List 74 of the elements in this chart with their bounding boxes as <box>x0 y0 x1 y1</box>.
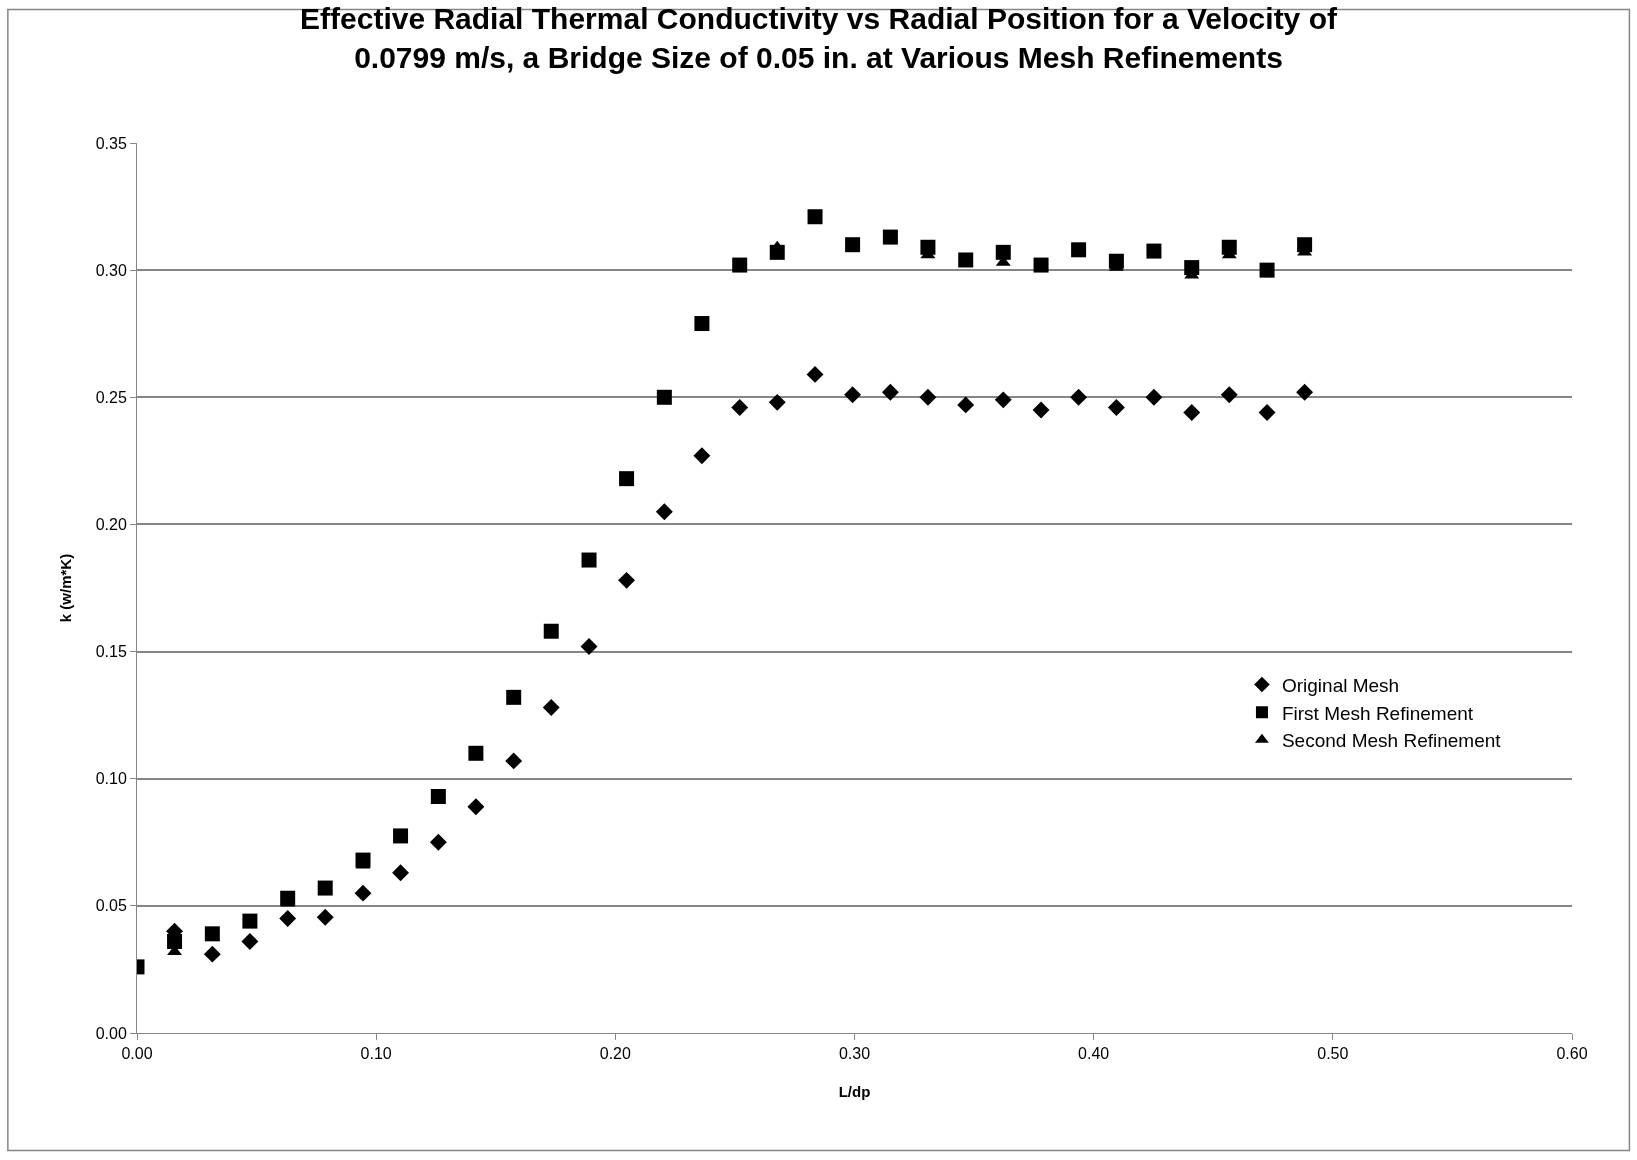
y-axis-title: k (w/m*K) <box>56 553 74 623</box>
legend-label: Second Mesh Refinement <box>1281 730 1502 752</box>
point <box>241 933 259 950</box>
y-tick-label: 0.05 <box>95 897 127 915</box>
x-tick-label: 0.00 <box>121 1045 153 1063</box>
point <box>317 880 333 896</box>
point <box>505 752 523 770</box>
point <box>393 828 409 844</box>
point <box>354 884 372 902</box>
y-tick-label: 0.35 <box>95 134 127 152</box>
point <box>656 389 672 405</box>
point <box>1220 386 1238 404</box>
x-tick-label: 0.60 <box>1556 1045 1588 1063</box>
chart-title: Effective Radial Thermal Conductivity vs Radial Position for a Velocity of 0.0799 m/s, a Bridge Size of 0.05 in. at Various Mesh Refinements <box>300 2 1338 74</box>
point <box>203 945 221 963</box>
x-tick-label: 0.10 <box>360 1045 392 1063</box>
x-tick-label: 0.40 <box>1078 1045 1110 1063</box>
point <box>693 447 711 465</box>
y-tick-label: 0.20 <box>95 516 127 534</box>
point <box>1032 401 1050 419</box>
point <box>506 689 522 705</box>
point <box>543 623 559 639</box>
point <box>845 237 861 253</box>
point <box>1146 243 1162 259</box>
y-tick-label: 0.15 <box>95 643 127 661</box>
x-tick-label: 0.20 <box>599 1045 631 1063</box>
point <box>919 388 937 406</box>
point <box>844 386 862 404</box>
point <box>1183 404 1201 421</box>
point <box>618 571 636 589</box>
point <box>1071 242 1087 258</box>
y-tick-label: 0.25 <box>95 388 127 406</box>
point <box>581 552 597 568</box>
point <box>1070 388 1088 406</box>
point <box>881 383 899 401</box>
point <box>882 229 898 245</box>
point <box>429 833 447 851</box>
point <box>1033 257 1049 273</box>
point <box>958 252 974 268</box>
point <box>731 399 749 416</box>
point <box>1145 388 1163 406</box>
x-tick-label: 0.30 <box>838 1045 871 1063</box>
point <box>204 926 220 942</box>
x-axis-title: L/dp <box>838 1083 871 1101</box>
point <box>619 471 635 487</box>
point <box>580 638 598 655</box>
point <box>467 798 485 816</box>
point <box>994 391 1012 409</box>
point <box>768 393 786 411</box>
point <box>316 908 334 926</box>
x-tick-label: 0.50 <box>1317 1045 1349 1063</box>
point <box>807 209 823 225</box>
point <box>732 257 748 273</box>
point <box>694 316 710 332</box>
y-tick-label: 0.00 <box>95 1024 127 1042</box>
legend-label: First Mesh Refinement <box>1281 702 1474 724</box>
point <box>167 933 183 949</box>
legend-label: Original Mesh <box>1281 674 1400 696</box>
point <box>1259 262 1275 278</box>
point <box>279 910 297 928</box>
point <box>430 789 446 805</box>
point <box>1258 404 1276 421</box>
point <box>995 244 1011 260</box>
point <box>655 503 673 521</box>
y-tick-label: 0.30 <box>95 261 127 279</box>
point <box>392 864 410 882</box>
point <box>468 745 484 761</box>
point <box>957 396 975 414</box>
point <box>542 699 560 716</box>
y-tick-label: 0.10 <box>95 770 127 788</box>
point <box>242 913 258 929</box>
point <box>1296 383 1314 401</box>
point <box>1107 399 1125 416</box>
point <box>806 365 824 383</box>
